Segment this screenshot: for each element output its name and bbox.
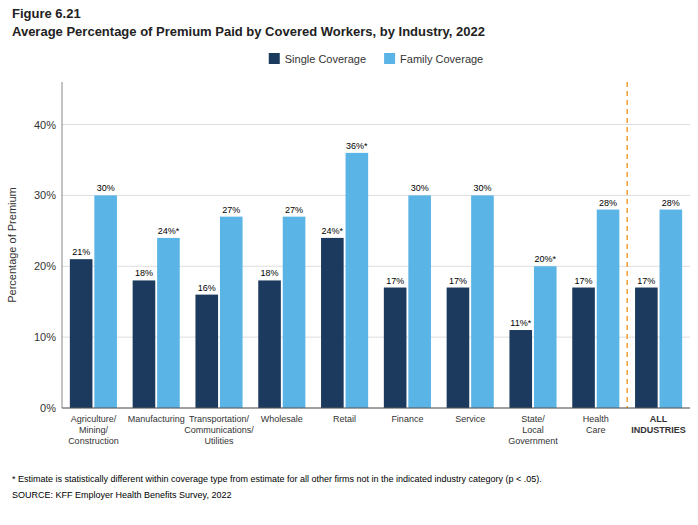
data-label: 17% [637,276,655,286]
y-tick-label: 20% [34,260,56,272]
bar [408,195,431,408]
data-label: 16% [198,283,216,293]
bar [283,217,306,408]
data-label: 18% [135,268,153,278]
data-label: 30% [97,183,115,193]
bar [195,295,218,408]
x-tick-label: Wholesale [261,414,303,424]
bar [258,280,281,408]
data-label: 17% [386,276,404,286]
grid-line [62,124,690,125]
bar [597,210,620,408]
bar [321,238,344,408]
y-axis-line [62,82,63,408]
x-tick-label: Transportation/Communications/Utilities [184,414,254,446]
bar [471,195,494,408]
y-tick-label: 30% [34,189,56,201]
bar [133,280,156,408]
data-label: 20%* [534,254,556,264]
bar [509,330,532,408]
data-label: 18% [261,268,279,278]
data-labels: 21% 18% 16% 18% 24%* 17% 17% 11%* 17% 17% 30% 24%* 2… [72,141,680,328]
y-tick-label: 40% [34,119,56,131]
chart: Figure 6.21 Average Percentage of Premium… [0,0,698,525]
data-label: 28% [599,198,617,208]
bar [534,266,557,408]
bar [447,288,470,408]
x-tick-label: HealthCare [583,414,609,435]
x-tick-label: State/LocalGovernment [508,414,558,446]
bar [70,259,93,408]
x-tick-label: Service [455,414,485,424]
data-label: 27% [285,205,303,215]
grid-line [62,408,690,409]
legend-swatch [384,53,395,64]
bar [157,238,180,408]
data-label: 36%* [346,141,368,151]
x-tick-label: Retail [333,414,356,424]
x-tick-label: ALLINDUSTRIES [631,414,686,435]
x-tick-label: Manufacturing [128,414,185,424]
grid-line [62,195,690,196]
grid-line [62,266,690,267]
data-label: 24%* [322,226,344,236]
grid-line [62,337,690,338]
data-label: 11%* [510,318,531,328]
bar [635,288,658,408]
legend: Single Coverage Family Coverage [269,53,483,65]
data-label: 30% [473,183,491,193]
data-label: 24%* [158,226,180,236]
subtitle: Average Percentage of Premium Paid by Co… [12,24,485,39]
x-tick-label: Finance [391,414,423,424]
bar [384,288,407,408]
x-axis-line [62,408,690,409]
bars [70,153,682,408]
footnote: * Estimate is statistically different wi… [12,474,542,484]
data-label: 21% [72,247,90,257]
legend-swatch [269,53,280,64]
legend-label: Single Coverage [285,53,366,65]
separator-line [626,82,628,408]
y-tick-label: 10% [34,331,56,343]
legend-label: Family Coverage [400,53,483,65]
bar [660,210,683,408]
y-tick-label: 0% [40,402,56,414]
bar [346,153,369,408]
data-label: 28% [662,198,680,208]
y-axis-label: Percentage of Premium [6,187,18,303]
bar [94,195,117,408]
data-label: 17% [449,276,467,286]
footnote: SOURCE: KFF Employer Health Benefits Sur… [12,490,231,500]
title: Figure 6.21 [12,6,81,21]
data-label: 27% [222,205,240,215]
x-tick-label: Agriculture/Mining/Construction [68,414,119,446]
bar [572,288,595,408]
bar [220,217,243,408]
data-label: 17% [575,276,593,286]
data-label: 30% [411,183,429,193]
